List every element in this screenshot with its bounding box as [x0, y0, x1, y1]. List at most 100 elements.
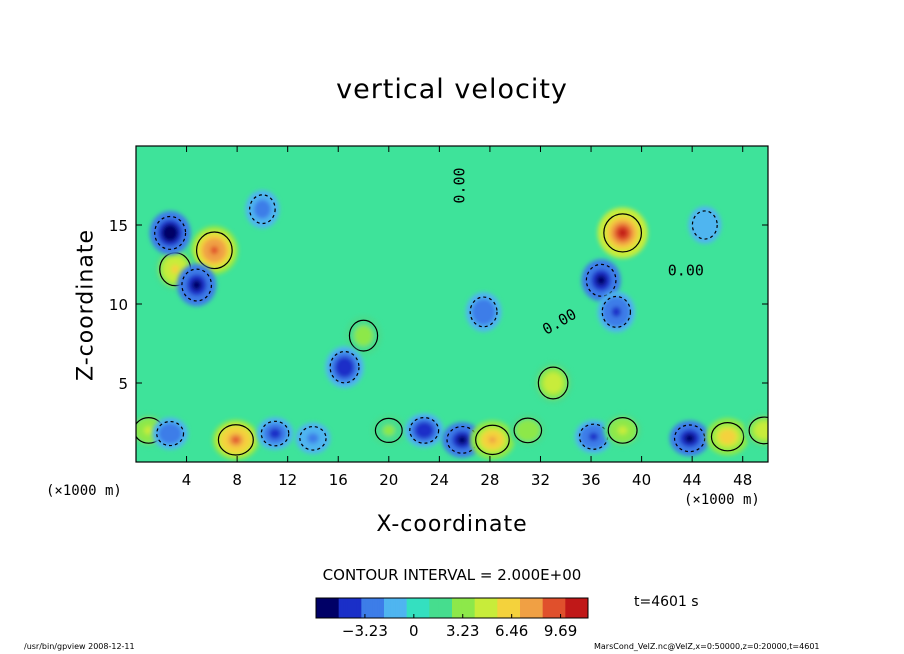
- colorbar-cell: [522, 598, 526, 618]
- colorbar-cell: [433, 598, 437, 618]
- colorbar-cell: [581, 598, 584, 618]
- contour-line: [156, 420, 185, 447]
- colorbar-cell: [438, 598, 442, 618]
- heatmap-feature-downdraft: [574, 420, 613, 454]
- colorbar-cell: [452, 598, 455, 618]
- x-tick-label: 48: [733, 471, 752, 489]
- colorbar-cell: [551, 598, 555, 618]
- contour-line: [748, 416, 768, 445]
- colorbar-cell: [402, 598, 405, 618]
- heatmap-feature-downdraft: [325, 346, 364, 389]
- contour-line: [409, 417, 440, 444]
- heatmap-feature-downdraft: [149, 211, 191, 255]
- colorbar-cell: [408, 598, 412, 618]
- colorbar-cell: [334, 598, 337, 618]
- colorbar-cell: [578, 598, 582, 618]
- colorbar-cell: [370, 598, 374, 618]
- contour-line: [329, 350, 360, 384]
- colorbar-cell: [474, 598, 478, 618]
- colorbar-tick-label: 3.23: [446, 622, 479, 640]
- colorbar-cell: [576, 598, 580, 618]
- colorbar-cell: [517, 598, 521, 618]
- colorbar-cell: [431, 598, 435, 618]
- contour-line: [195, 231, 233, 270]
- footer-right: MarsCond_VelZ.nc@VelZ,x=0:50000,z=0:2000…: [594, 642, 820, 651]
- colorbar-tick-label: −3.23: [342, 622, 388, 640]
- colorbar-cell: [547, 598, 550, 618]
- colorbar-cell: [572, 598, 575, 618]
- colorbar-cell: [454, 598, 458, 618]
- colorbar-cell: [461, 598, 464, 618]
- colorbar-cell: [520, 598, 523, 618]
- contour-line: [469, 296, 498, 328]
- y-tick-label: 15: [109, 217, 128, 235]
- colorbar-cell: [404, 598, 408, 618]
- colorbar-cell: [379, 598, 383, 618]
- colorbar-cell: [329, 598, 333, 618]
- colorbar-cell: [445, 598, 448, 618]
- x-tick-label: 44: [683, 471, 702, 489]
- colorbar-tick-label: 0: [409, 622, 419, 640]
- y-tick-label: 5: [118, 375, 128, 393]
- colorbar-cell: [427, 598, 430, 618]
- heatmap-feature-downdraft: [465, 292, 502, 332]
- colorbar-cell: [481, 598, 485, 618]
- colorbar-cell: [501, 598, 505, 618]
- contour-label: 0.00: [668, 262, 704, 280]
- colorbar-cell: [497, 598, 501, 618]
- colorbar-cell: [585, 598, 589, 618]
- colorbar-cell: [470, 598, 473, 618]
- colorbar-cell: [495, 598, 498, 618]
- colorbar-cell: [504, 598, 507, 618]
- colorbar-cell: [356, 598, 360, 618]
- colorbar-cell: [465, 598, 469, 618]
- colorbar-cell: [569, 598, 573, 618]
- colorbar-cell: [406, 598, 410, 618]
- heatmap-field: [136, 190, 768, 461]
- heatmap-feature-downdraft: [581, 259, 621, 302]
- colorbar-cell: [343, 598, 346, 618]
- colorbar-cell: [565, 598, 569, 618]
- colorbar-cell: [429, 598, 433, 618]
- heatmap-feature-downdraft: [245, 190, 280, 229]
- colorbar-cell: [508, 598, 512, 618]
- heatmap-feature-updraft: [509, 414, 547, 447]
- colorbar-cell: [395, 598, 399, 618]
- colorbar-cell: [365, 598, 369, 618]
- colorbar-cell: [531, 598, 535, 618]
- heatmap-feature-downdraft: [597, 291, 636, 333]
- colorbar-tick-label: 9.69: [544, 622, 577, 640]
- colorbar-cell: [558, 598, 562, 618]
- colorbar-cell: [386, 598, 390, 618]
- colorbar-cell: [388, 598, 392, 618]
- contour-line: [585, 263, 617, 297]
- colorbar-cell: [456, 598, 460, 618]
- colorbar-cell: [377, 598, 380, 618]
- colorbar-cell: [560, 598, 564, 618]
- contour-line: [710, 422, 745, 452]
- colorbar-cell: [322, 598, 326, 618]
- colorbar-cell: [486, 598, 489, 618]
- colorbar-cell: [467, 598, 471, 618]
- x-tick-label: 28: [480, 471, 499, 489]
- colorbar-cell: [492, 598, 496, 618]
- colorbar-cell: [506, 598, 510, 618]
- colorbar-cell: [533, 598, 537, 618]
- y-axis-label: Z-coordinate: [73, 229, 99, 381]
- colorbar-cell: [390, 598, 394, 618]
- colorbar-cell: [583, 598, 587, 618]
- colorbar-cell: [368, 598, 371, 618]
- colorbar-cell: [510, 598, 514, 618]
- heatmap-feature-updraft: [744, 412, 768, 449]
- contour-line: [601, 295, 631, 328]
- contour-line: [154, 215, 187, 250]
- colorbar-cell: [384, 598, 387, 618]
- colorbar-cell: [476, 598, 480, 618]
- contour-line: [249, 194, 276, 225]
- colorbar-cell: [327, 598, 331, 618]
- colorbar-cell: [350, 598, 353, 618]
- colorbar-cell: [316, 598, 319, 618]
- colorbar-tick-label: 6.46: [495, 622, 528, 640]
- colorbar: [316, 598, 589, 618]
